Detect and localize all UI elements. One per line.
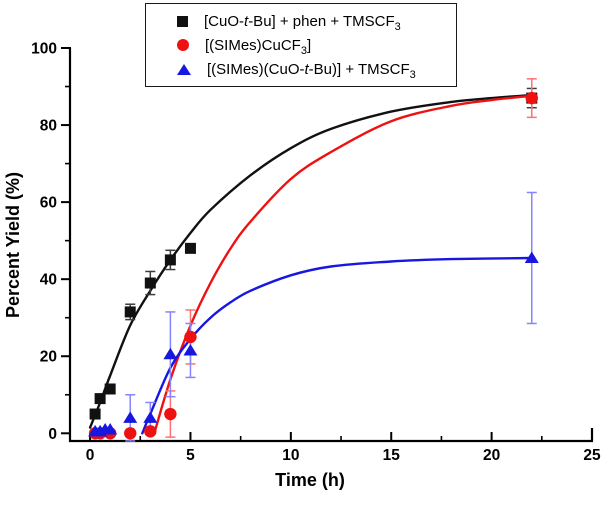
- data-point-circle: [164, 407, 177, 421]
- x-tick-label: 0: [86, 447, 95, 464]
- legend-label: [(SIMes)CuCF3]: [205, 36, 312, 57]
- y-tick-label: 60: [40, 195, 57, 212]
- x-tick-label: 5: [186, 447, 195, 464]
- x-tick-label: 10: [282, 447, 299, 464]
- fit-curve-square: [88, 93, 533, 429]
- x-tick-label: 15: [383, 447, 401, 464]
- data-point-circle: [525, 91, 538, 105]
- data-point-square: [164, 254, 176, 266]
- fit-curve-circle: [153, 94, 533, 435]
- data-point-circle: [184, 330, 197, 344]
- legend-item-simes-cuotbu-tmscf3: [(SIMes)(CuO-t-Bu)] + TMSCF3: [146, 57, 456, 81]
- legend: [CuO-t-Bu] + phen + TMSCF3 [(SIMes)CuCF3]…: [145, 3, 457, 87]
- legend-item-simes-cucf3: [(SIMes)CuCF3]: [146, 33, 456, 57]
- data-point-square: [124, 306, 136, 318]
- data-point-square: [184, 242, 196, 254]
- data-point-circle: [124, 427, 137, 440]
- legend-label: [CuO-t-Bu] + phen + TMSCF3: [204, 12, 401, 33]
- data-point-triangle: [143, 411, 158, 423]
- y-tick-label: 0: [48, 426, 57, 443]
- y-tick-label: 80: [40, 118, 57, 135]
- legend-item-cuotbu-phen-tmscf3: [CuO-t-Bu] + phen + TMSCF3: [146, 9, 456, 33]
- data-point-square: [89, 408, 101, 420]
- y-tick-label: 40: [40, 272, 57, 289]
- x-axis-title: Time (h): [275, 470, 345, 490]
- legend-label: [(SIMes)(CuO-t-Bu)] + TMSCF3: [207, 60, 416, 81]
- data-point-circle: [144, 425, 157, 438]
- triangle-marker-icon: [177, 63, 191, 75]
- y-tick-label: 100: [31, 41, 57, 58]
- circle-marker-icon: [177, 39, 189, 51]
- x-tick-label: 25: [583, 447, 601, 464]
- data-point-square: [144, 277, 156, 289]
- data-point-triangle: [183, 343, 198, 356]
- data-point-triangle: [524, 251, 539, 263]
- data-point-triangle: [163, 347, 178, 360]
- x-tick-label: 20: [483, 447, 500, 464]
- square-marker-icon: [177, 15, 188, 27]
- fit-curve-triangle: [141, 256, 533, 435]
- y-axis-title: Percent Yield (%): [3, 171, 23, 319]
- data-point-triangle: [103, 422, 118, 435]
- data-point-triangle: [123, 411, 138, 423]
- data-point-square: [104, 383, 116, 395]
- data-point-square: [94, 393, 106, 405]
- y-tick-label: 20: [40, 349, 57, 366]
